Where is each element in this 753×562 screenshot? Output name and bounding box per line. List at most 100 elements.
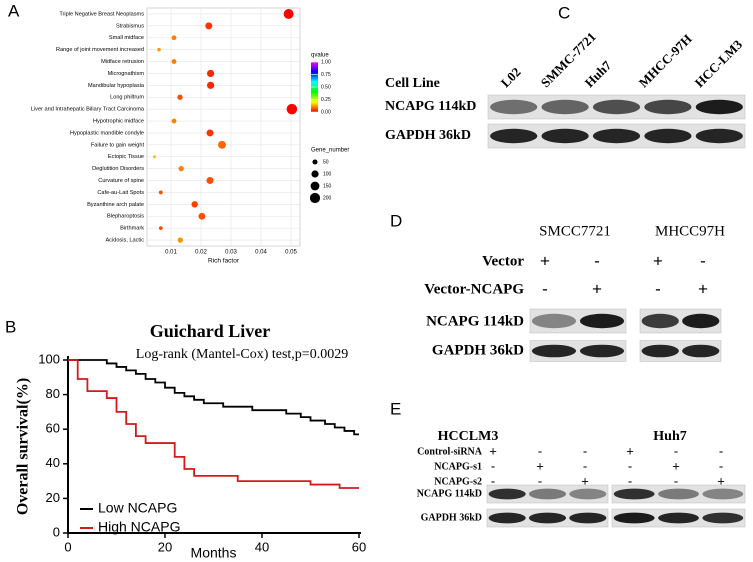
group-label: MHCC97H — [655, 223, 725, 239]
band — [644, 99, 692, 115]
y-tick-label: Range of joint movement increased — [56, 47, 144, 53]
dot — [206, 129, 214, 137]
dot — [205, 22, 213, 30]
band — [644, 128, 692, 144]
legend-label: Low NCAPG — [98, 500, 177, 516]
dot — [171, 35, 177, 41]
sign: - — [700, 251, 706, 270]
dot — [286, 103, 298, 115]
y-tick-label: Long philtrum — [110, 95, 144, 101]
dot — [178, 165, 184, 172]
dot — [157, 47, 161, 52]
band — [531, 344, 577, 358]
sign: + — [592, 279, 602, 298]
y-tick-label: Mandibular hypoplasia — [88, 83, 145, 89]
y-axis-label: Overall survival(%) — [15, 378, 32, 515]
y-tick-label: Failure to gain weight — [91, 142, 145, 148]
sign: - — [719, 458, 723, 473]
band — [579, 313, 625, 329]
band — [541, 99, 589, 115]
sign: - — [538, 443, 542, 458]
sign: - — [542, 279, 548, 298]
condition-label: NCAPG-s1 — [434, 461, 482, 472]
x-axis-label: Months — [191, 545, 237, 561]
sign: - — [628, 473, 632, 488]
y-tick-label: Acidosis, Lactic — [105, 238, 144, 244]
legend-label: High NCAPG — [98, 519, 180, 535]
row-label: GAPDH 36kD — [385, 128, 471, 143]
dot — [207, 69, 215, 78]
band — [695, 128, 743, 144]
band — [613, 512, 655, 524]
x-tick-label: 40 — [255, 539, 269, 554]
color-tick-label: 0.75 — [321, 72, 331, 78]
y-tick-label: Hypotrophic midface — [93, 119, 144, 125]
sign: + — [540, 251, 550, 270]
dot — [218, 140, 226, 149]
band — [490, 128, 538, 144]
panel-label: A — [8, 1, 20, 20]
color-tick-label: 0.25 — [321, 97, 331, 103]
sign: - — [583, 458, 587, 473]
annotation: Log-rank (Mantel-Cox) test,p=0.0029 — [136, 347, 348, 362]
y-tick-label: Hypoplastic mandible condyle — [70, 130, 144, 136]
sign: + — [653, 251, 663, 270]
band — [592, 128, 641, 144]
y-tick-label: Triple Negative Breast Neoplasms — [59, 11, 144, 17]
band — [702, 488, 744, 500]
band — [613, 488, 655, 500]
band — [641, 344, 679, 358]
sign: - — [583, 443, 587, 458]
size-key — [312, 159, 318, 165]
panel-label: C — [558, 3, 570, 22]
sign: + — [672, 458, 680, 473]
lane-label: L02 — [498, 64, 524, 90]
dot — [158, 226, 163, 231]
y-tick-label: 40 — [46, 455, 60, 470]
condition-label: Control-siRNA — [417, 446, 483, 457]
sign: - — [674, 443, 678, 458]
band — [528, 512, 567, 524]
x-axis-label: Rich factor — [208, 258, 240, 265]
y-tick-label: Blepharoptosis — [107, 214, 144, 220]
band — [682, 313, 720, 329]
sign: - — [538, 473, 542, 488]
x-tick-label: 60 — [352, 539, 366, 554]
plot-area — [146, 7, 301, 247]
band — [531, 313, 577, 329]
dot — [206, 177, 214, 185]
row-label: Cell Line — [385, 76, 440, 91]
dot — [177, 237, 183, 243]
band — [488, 488, 526, 500]
y-tick-label: Midface retrusion — [101, 59, 144, 65]
axes — [67, 356, 361, 534]
panel-label: D — [390, 211, 402, 230]
y-tick-label: Strabismus — [116, 23, 144, 29]
sign: + — [581, 473, 589, 488]
lane-label: Huh7 — [582, 57, 615, 90]
chart-title: Guichard Liver — [150, 321, 271, 341]
y-tick-label: Liver and Intrahepatic Biliary Tract Car… — [31, 107, 145, 113]
condition-label: NCAPG-s2 — [434, 476, 482, 487]
lane-label: HCC-LM3 — [692, 36, 746, 90]
size-key-label: 150 — [323, 183, 332, 189]
sign: - — [719, 443, 723, 458]
sign: - — [628, 458, 632, 473]
survival-curve — [68, 359, 359, 489]
y-tick-label: Cafe-au-Lait Spots — [97, 190, 144, 196]
x-tick-label: 0.02 — [195, 250, 207, 256]
x-tick-label: 0.01 — [165, 250, 177, 256]
sign: + — [489, 443, 497, 458]
band — [658, 488, 699, 500]
sign: - — [594, 251, 600, 270]
dot — [158, 190, 163, 195]
dot — [171, 118, 177, 124]
band — [541, 128, 589, 144]
size-key-label: 100 — [323, 171, 332, 177]
dot — [207, 81, 215, 89]
y-tick-label: Ectopic Tissue — [108, 154, 144, 160]
y-tick-label: Birthmark — [120, 226, 144, 232]
group-label: SMCC7721 — [539, 223, 611, 239]
y-tick-label: 0 — [53, 524, 60, 539]
dot — [191, 201, 198, 208]
